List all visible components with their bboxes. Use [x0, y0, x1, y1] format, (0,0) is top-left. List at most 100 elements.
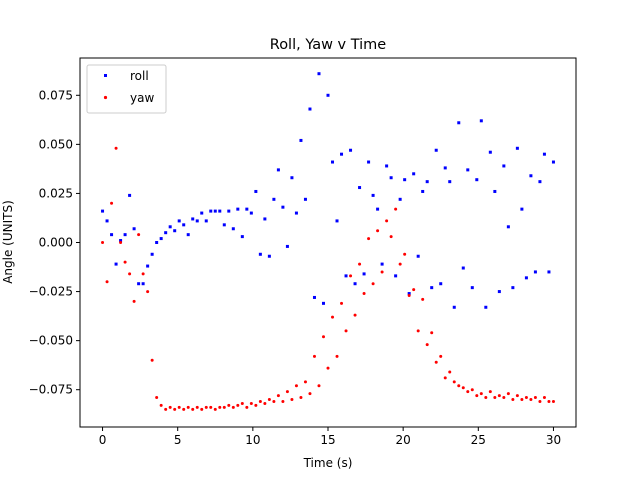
- yaw-point: [105, 280, 109, 284]
- x-tick-label: 5: [174, 433, 182, 447]
- yaw-point: [376, 229, 380, 233]
- roll-point: [227, 209, 231, 213]
- roll-point: [303, 197, 307, 201]
- roll-point: [137, 282, 141, 286]
- yaw-point: [299, 396, 303, 400]
- legend-marker-roll: [104, 74, 107, 77]
- yaw-point: [132, 299, 136, 303]
- roll-point: [479, 119, 483, 123]
- yaw-point: [538, 399, 542, 403]
- roll-point: [551, 160, 555, 164]
- yaw-point: [362, 292, 366, 296]
- yaw-point: [227, 403, 231, 407]
- yaw-point: [524, 396, 528, 400]
- y-tick-label: 0.050: [39, 137, 73, 151]
- roll-point: [326, 93, 330, 97]
- roll-point: [547, 270, 551, 274]
- roll-point: [231, 227, 235, 231]
- yaw-point: [502, 396, 506, 400]
- yaw-point: [258, 399, 262, 403]
- roll-point: [349, 148, 353, 152]
- y-tick-label: −0.075: [29, 383, 73, 397]
- roll-point: [249, 211, 253, 215]
- roll-point: [434, 148, 438, 152]
- yaw-point: [488, 390, 492, 394]
- yaw-point: [335, 354, 339, 358]
- yaw-point: [340, 301, 344, 305]
- yaw-point: [249, 401, 253, 405]
- roll-point: [394, 274, 398, 278]
- roll-point: [240, 235, 244, 239]
- roll-point: [430, 286, 434, 290]
- roll-point: [376, 207, 380, 211]
- yaw-point: [551, 399, 555, 403]
- roll-point: [168, 225, 172, 229]
- roll-point: [299, 138, 303, 142]
- yaw-point: [218, 405, 222, 409]
- roll-point: [276, 168, 280, 172]
- yaw-point: [200, 407, 204, 411]
- roll-point: [281, 205, 285, 209]
- yaw-point: [294, 384, 298, 388]
- chart-title: Roll, Yaw v Time: [270, 37, 387, 53]
- roll-point: [529, 174, 533, 178]
- y-tick-label: −0.025: [29, 285, 73, 299]
- yaw-point: [497, 394, 501, 398]
- legend-label-roll: roll: [130, 69, 149, 83]
- yaw-point: [421, 297, 425, 301]
- roll-point: [308, 107, 312, 111]
- x-tick-label: 0: [99, 433, 107, 447]
- yaw-point: [290, 398, 294, 402]
- y-tick-label: 0.000: [39, 236, 73, 250]
- yaw-point: [191, 407, 195, 411]
- roll-point: [488, 150, 492, 154]
- roll-point: [101, 209, 105, 213]
- roll-point: [335, 219, 339, 223]
- roll-point: [538, 180, 542, 184]
- x-axis-label: Time (s): [303, 456, 353, 470]
- roll-point: [412, 172, 416, 176]
- legend-box: [86, 64, 167, 114]
- yaw-point: [159, 403, 163, 407]
- roll-point: [254, 189, 258, 193]
- roll-point: [457, 121, 461, 125]
- yaw-point: [285, 390, 289, 394]
- yaw-point: [312, 354, 316, 358]
- y-axis: −0.075 −0.050 −0.025 0.000 0.025 0.050 0.075: [29, 88, 80, 397]
- roll-point: [150, 252, 154, 256]
- yaw-point: [506, 392, 510, 396]
- yaw-point: [443, 376, 447, 380]
- yaw-point: [511, 398, 515, 402]
- yaw-point: [529, 398, 533, 402]
- x-tick-label: 25: [471, 433, 486, 447]
- yaw-point: [272, 399, 276, 403]
- roll-point: [403, 178, 407, 182]
- x-axis: 0 5 10 15 20 25 30: [99, 427, 561, 447]
- roll-point: [533, 270, 537, 274]
- roll-point: [173, 229, 177, 233]
- yaw-point: [457, 384, 461, 388]
- legend: roll yaw: [86, 64, 167, 114]
- roll-point: [263, 217, 267, 221]
- roll-point: [141, 282, 145, 286]
- roll-point: [267, 254, 271, 258]
- yaw-point: [403, 252, 407, 256]
- roll-point: [159, 237, 163, 241]
- yaw-point: [407, 293, 411, 297]
- roll-point: [443, 166, 447, 170]
- roll-point: [182, 223, 186, 227]
- yaw-point: [173, 407, 177, 411]
- yaw-point: [168, 405, 172, 409]
- roll-point: [191, 217, 195, 221]
- yaw-point: [195, 405, 199, 409]
- roll-point: [452, 305, 456, 309]
- roll-point: [353, 282, 357, 286]
- yaw-point: [542, 396, 546, 400]
- yaw-point: [204, 405, 208, 409]
- roll-point: [421, 189, 425, 193]
- yaw-point: [344, 329, 348, 333]
- yaw-point: [213, 407, 217, 411]
- yaw-point: [123, 260, 127, 264]
- roll-point: [362, 272, 366, 276]
- yaw-point: [479, 392, 483, 396]
